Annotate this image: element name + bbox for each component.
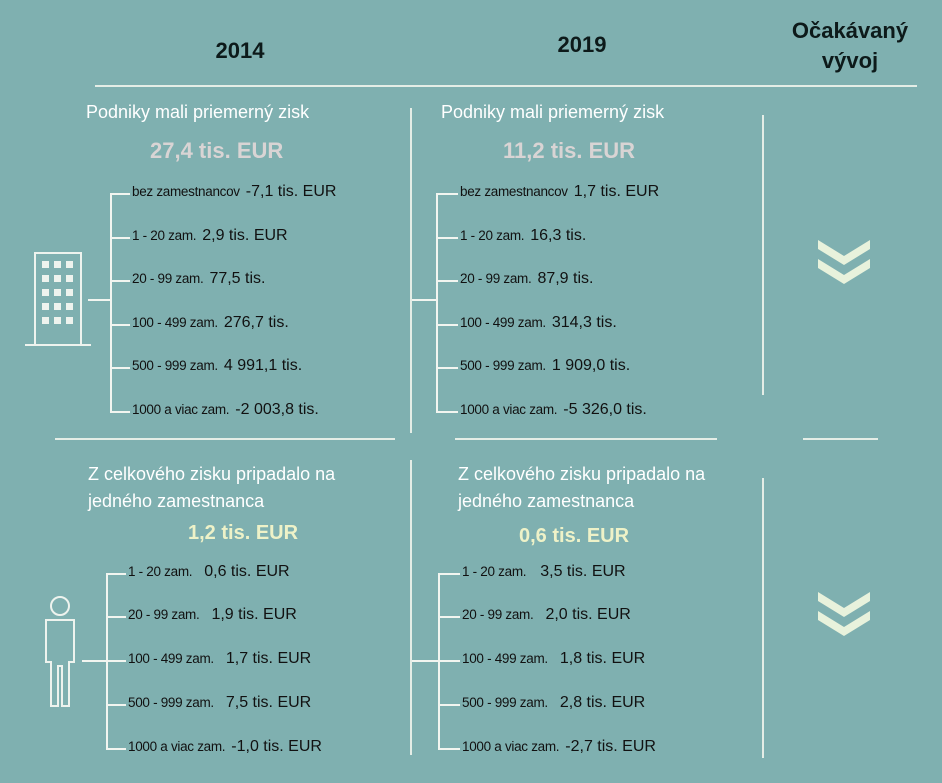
profit-2019-row: bez zamestnancov 1,7 tis. EUR bbox=[460, 183, 659, 201]
value-label: 7,5 tis. EUR bbox=[225, 694, 312, 711]
employee-2019-row: 1 - 20 zam. 3,5 tis. EUR bbox=[462, 563, 626, 581]
category-label: 20 - 99 zam. bbox=[462, 607, 534, 622]
value-label: 314,3 tis. bbox=[551, 314, 617, 331]
employee-2014-row: 20 - 99 zam. 1,9 tis. EUR bbox=[128, 606, 297, 624]
employee-total-2014: 1,2 tis. EUR bbox=[188, 522, 299, 544]
value-label: -2 003,8 tis. bbox=[235, 401, 319, 418]
profit-2019-row: 20 - 99 zam. 87,9 tis. bbox=[460, 270, 593, 288]
value-label: 2,0 tis. EUR bbox=[545, 606, 631, 623]
employee-label-2019: Z celkového zisku pripadalo na jedného z… bbox=[458, 461, 705, 515]
profit-2014-row: bez zamestnancov -7,1 tis. EUR bbox=[132, 183, 336, 201]
profit-2019-row: 500 - 999 zam. 1 909,0 tis. bbox=[460, 357, 630, 375]
category-label: 100 - 499 zam. bbox=[460, 315, 546, 330]
value-label: 1 909,0 tis. bbox=[551, 357, 631, 374]
expected-trend-line1: Očakávaný bbox=[791, 18, 909, 43]
employee-2019-row: 500 - 999 zam. 2,8 tis. EUR bbox=[462, 694, 645, 712]
category-label: 100 - 499 zam. bbox=[128, 651, 214, 666]
value-label: 4 991,1 tis. bbox=[223, 357, 303, 374]
profit-2014-row: 1 - 20 zam. 2,9 tis. EUR bbox=[132, 227, 288, 245]
category-label: 500 - 999 zam. bbox=[462, 695, 548, 710]
profit-2019-row: 1000 a viac zam. -5 326,0 tis. bbox=[460, 401, 647, 419]
expected-trend-header: Očakávaný vývoj bbox=[770, 16, 930, 76]
middle-divider-right bbox=[803, 438, 878, 440]
value-label: 1,9 tis. EUR bbox=[211, 606, 297, 623]
profit-2014-row: 100 - 499 zam. 276,7 tis. bbox=[132, 314, 289, 332]
value-label: 2,9 tis. EUR bbox=[202, 227, 288, 244]
value-label: 1,7 tis. EUR bbox=[225, 650, 312, 667]
middle-divider-center bbox=[455, 438, 717, 440]
trend-divider-bottom bbox=[762, 478, 764, 758]
value-label: 3,5 tis. EUR bbox=[540, 563, 626, 580]
category-label: 500 - 999 zam. bbox=[132, 358, 218, 373]
employee-total-2019: 0,6 tis. EUR bbox=[519, 525, 630, 547]
category-label: bez zamestnancov bbox=[460, 184, 568, 199]
category-label: 500 - 999 zam. bbox=[128, 695, 214, 710]
employee-label-line2: jedného zamestnanca bbox=[88, 491, 265, 511]
category-label: 100 - 499 zam. bbox=[132, 315, 218, 330]
employee-label-line2: jedného zamestnanca bbox=[458, 491, 635, 511]
value-label: 16,3 tis. bbox=[530, 227, 587, 244]
building-icon bbox=[22, 248, 94, 353]
profit-label-2014: Podniky mali priemerný zisk bbox=[86, 102, 310, 122]
employee-2019-row: 1000 a viac zam. -2,7 tis. EUR bbox=[462, 738, 656, 756]
middle-divider-left bbox=[55, 438, 395, 440]
employee-label-2014: Z celkového zisku pripadalo na jedného z… bbox=[88, 461, 335, 515]
employee-2014-row: 1 - 20 zam. 0,6 tis. EUR bbox=[128, 563, 290, 581]
category-label: 500 - 999 zam. bbox=[460, 358, 546, 373]
employee-2019-row: 20 - 99 zam. 2,0 tis. EUR bbox=[462, 606, 631, 624]
value-label: 77,5 tis. bbox=[209, 270, 266, 287]
employee-label-line1: Z celkového zisku pripadalo na bbox=[458, 464, 706, 484]
profit-total-2019: 11,2 tis. EUR bbox=[503, 138, 636, 163]
value-label: 1,8 tis. EUR bbox=[559, 650, 646, 667]
profit-2019-row: 1 - 20 zam. 16,3 tis. bbox=[460, 227, 586, 245]
value-label: 2,8 tis. EUR bbox=[559, 694, 646, 711]
value-label: 276,7 tis. bbox=[223, 314, 289, 331]
double-chevron-down-icon bbox=[814, 588, 874, 645]
person-icon bbox=[38, 594, 82, 715]
year-2019-header: 2019 bbox=[557, 32, 607, 57]
category-label: 20 - 99 zam. bbox=[128, 607, 200, 622]
category-label: 1000 a viac zam. bbox=[462, 739, 560, 754]
category-label: 1 - 20 zam. bbox=[460, 228, 525, 243]
value-label: 87,9 tis. bbox=[537, 270, 594, 287]
category-label: 1 - 20 zam. bbox=[462, 564, 527, 579]
profit-2014-row: 500 - 999 zam. 4 991,1 tis. bbox=[132, 357, 302, 375]
double-chevron-down-icon bbox=[814, 236, 874, 293]
category-label: bez zamestnancov bbox=[132, 184, 240, 199]
value-label: 1,7 tis. EUR bbox=[573, 183, 660, 200]
trend-divider-top bbox=[762, 115, 764, 395]
category-label: 1 - 20 zam. bbox=[128, 564, 193, 579]
employee-2014-row: 500 - 999 zam. 7,5 tis. EUR bbox=[128, 694, 311, 712]
category-label: 20 - 99 zam. bbox=[132, 271, 204, 286]
employee-label-line1: Z celkového zisku pripadalo na bbox=[88, 464, 336, 484]
category-label: 1000 a viac zam. bbox=[128, 739, 226, 754]
expected-trend-line2: vývoj bbox=[821, 48, 879, 73]
value-label: -1,0 tis. EUR bbox=[231, 738, 322, 755]
header-divider bbox=[95, 85, 917, 87]
category-label: 1000 a viac zam. bbox=[460, 402, 558, 417]
profit-2014-row: 20 - 99 zam. 77,5 tis. bbox=[132, 270, 265, 288]
column-divider-bottom bbox=[410, 460, 412, 755]
profit-2014-row: 1000 a viac zam. -2 003,8 tis. bbox=[132, 401, 319, 419]
column-divider-top bbox=[410, 108, 412, 433]
employee-2014-row: 100 - 499 zam. 1,7 tis. EUR bbox=[128, 650, 311, 668]
employee-2014-row: 1000 a viac zam. -1,0 tis. EUR bbox=[128, 738, 322, 756]
employee-2019-row: 100 - 499 zam. 1,8 tis. EUR bbox=[462, 650, 645, 668]
profit-total-2014: 27,4 tis. EUR bbox=[150, 138, 284, 163]
value-label: -5 326,0 tis. bbox=[563, 401, 647, 418]
category-label: 20 - 99 zam. bbox=[460, 271, 532, 286]
category-label: 1000 a viac zam. bbox=[132, 402, 230, 417]
profit-label-2019: Podniky mali priemerný zisk bbox=[441, 102, 665, 122]
year-2014-header: 2014 bbox=[215, 38, 265, 63]
profit-2019-row: 100 - 499 zam. 314,3 tis. bbox=[460, 314, 617, 332]
category-label: 100 - 499 zam. bbox=[462, 651, 548, 666]
value-label: -2,7 tis. EUR bbox=[565, 738, 656, 755]
value-label: -7,1 tis. EUR bbox=[245, 183, 337, 200]
value-label: 0,6 tis. EUR bbox=[204, 563, 290, 580]
category-label: 1 - 20 zam. bbox=[132, 228, 197, 243]
